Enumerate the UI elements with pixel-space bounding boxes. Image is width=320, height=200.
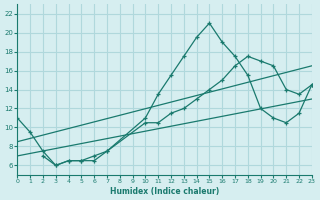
X-axis label: Humidex (Indice chaleur): Humidex (Indice chaleur) [110,187,219,196]
